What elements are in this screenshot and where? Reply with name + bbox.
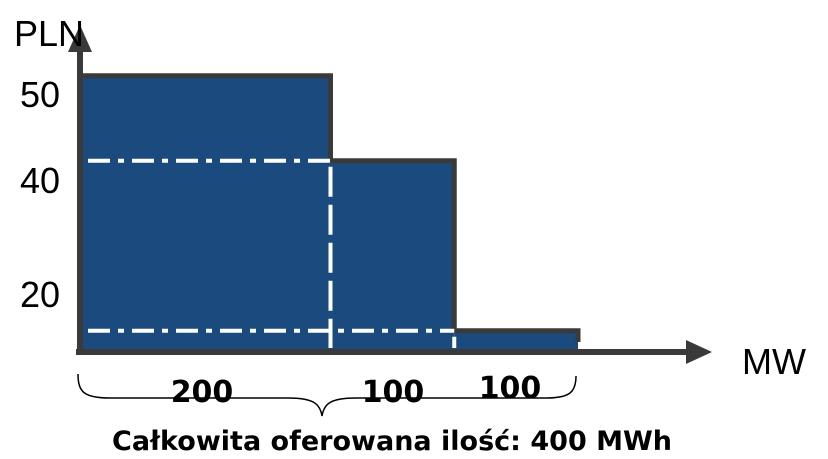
guides-layer bbox=[88, 158, 457, 348]
y-axis-arrow-icon bbox=[68, 25, 92, 52]
chart-caption: Całkowita oferowana ilość: 400 MWh bbox=[112, 426, 672, 457]
segment-width-label: 100 bbox=[362, 375, 425, 410]
x-axis-label: MW bbox=[742, 341, 806, 382]
y-axis-label: PLN bbox=[14, 13, 84, 54]
y-tick-label: 50 bbox=[20, 74, 60, 115]
step-outline bbox=[83, 73, 581, 342]
y-tick-label: 40 bbox=[20, 160, 60, 201]
y-tick-label: 20 bbox=[20, 274, 60, 315]
step-bar bbox=[330, 160, 455, 352]
bars-layer bbox=[83, 73, 581, 352]
x-axis-arrow-icon bbox=[686, 340, 712, 364]
segment-width-label: 100 bbox=[479, 371, 542, 406]
step-bar bbox=[83, 75, 331, 352]
quantity-brace bbox=[77, 373, 577, 417]
step-bar bbox=[454, 330, 578, 352]
segment-width-label: 200 bbox=[171, 375, 234, 410]
